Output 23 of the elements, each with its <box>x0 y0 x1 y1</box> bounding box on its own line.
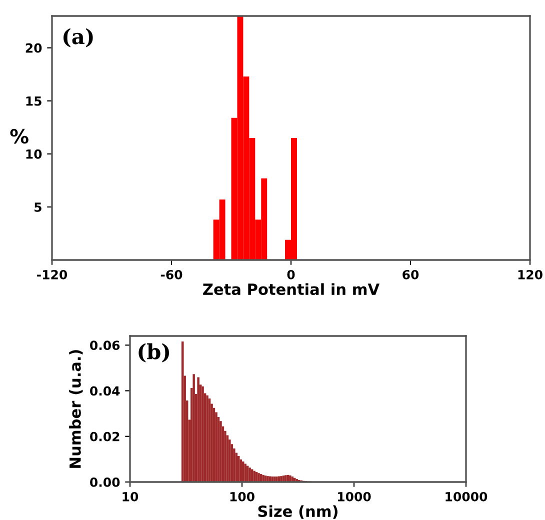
y-axis-title: % <box>10 128 28 144</box>
annotation: (b) <box>138 343 170 362</box>
y-tick-label: 0.06 <box>90 340 120 350</box>
x-axis-title: Zeta Potential in mV <box>203 283 380 296</box>
y-tick-label: 0.00 <box>90 477 120 487</box>
x-tick-label: -120 <box>37 270 68 280</box>
x-tick-label: 100 <box>230 492 254 502</box>
y-tick-label: 0.02 <box>90 432 120 442</box>
x-tick-label: 0 <box>287 270 295 280</box>
y-tick-label: 0.04 <box>90 386 120 396</box>
y-tick-label: 10 <box>26 149 42 159</box>
y-axis-title: Number (u.a.) <box>69 350 83 468</box>
y-tick-label: 5 <box>34 202 42 212</box>
y-tick-label: 15 <box>26 96 42 106</box>
x-tick-label: 60 <box>402 270 419 280</box>
x-tick-label: 10 <box>122 492 138 502</box>
x-tick-label: 120 <box>518 270 542 280</box>
x-tick-label: 10000 <box>446 492 488 502</box>
x-axis-title: Size (nm) <box>258 505 338 519</box>
annotation: (a) <box>64 28 93 48</box>
y-tick-label: 20 <box>26 43 42 53</box>
x-tick-label: 1000 <box>338 492 371 502</box>
x-tick-label: -60 <box>160 270 182 280</box>
